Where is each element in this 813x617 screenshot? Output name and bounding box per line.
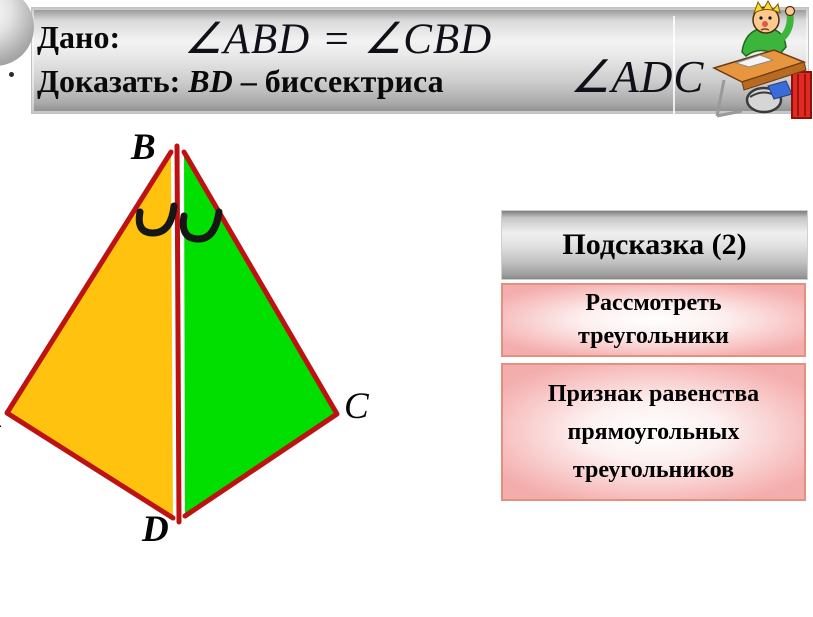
prove-segment: BD bbox=[188, 63, 233, 99]
boy-nose bbox=[762, 21, 768, 27]
red-schoolbag bbox=[791, 71, 812, 119]
prove-text: – биссектриса bbox=[240, 63, 444, 99]
schoolbag-lines bbox=[797, 74, 806, 116]
edge-bcd bbox=[181, 149, 340, 519]
geometry-figure bbox=[4, 143, 340, 525]
header-seam bbox=[673, 16, 675, 119]
prove-label: Доказать: bbox=[37, 63, 181, 99]
edge-bad bbox=[4, 149, 176, 521]
hint-title-button[interactable]: Подсказка (2) bbox=[501, 210, 808, 280]
hint-title-label: Подсказка (2) bbox=[562, 228, 747, 261]
boy-eye-left bbox=[759, 16, 763, 20]
vertex-label-d: D bbox=[142, 509, 169, 550]
vertex-label-b: B bbox=[131, 127, 156, 168]
angle-marks bbox=[135, 202, 223, 243]
boy-hair bbox=[753, 0, 781, 15]
hint-line: треугольники bbox=[578, 323, 729, 349]
triangle-edges bbox=[4, 143, 340, 525]
prove-line: Доказать: BD – биссектриса bbox=[37, 63, 444, 100]
angle-mark-cbd bbox=[179, 208, 223, 243]
sphere-dot bbox=[9, 72, 14, 77]
boy-eye-right bbox=[768, 16, 772, 20]
vertex-label-a: A bbox=[0, 394, 3, 437]
boy-arm bbox=[776, 10, 794, 44]
sphere-decoration bbox=[0, 0, 34, 66]
given-formula: ∠ABD = ∠CBD bbox=[184, 16, 493, 63]
angle-mark-abd bbox=[135, 202, 178, 237]
hint-line: прямоугольных bbox=[567, 419, 740, 445]
hint-button-consider-triangles[interactable]: Рассмотреть треугольники bbox=[501, 283, 806, 357]
desk-edge bbox=[741, 61, 807, 91]
student-clipart-icon bbox=[712, 0, 812, 119]
header-box bbox=[31, 7, 809, 119]
given-label: Дано: bbox=[37, 19, 121, 55]
triangle-abd bbox=[7, 152, 173, 518]
hint-line: треугольников bbox=[572, 457, 735, 483]
boy-mouth bbox=[760, 28, 770, 31]
triangle-cbd bbox=[184, 152, 337, 516]
vertex-label-c: C bbox=[344, 386, 369, 427]
hint-line: Рассмотреть bbox=[585, 290, 722, 316]
boy-hand bbox=[784, 5, 796, 17]
bisector-bd bbox=[174, 143, 182, 525]
hint-button-right-triangle-criterion[interactable]: Признак равенства прямоугольных треуголь… bbox=[501, 363, 806, 501]
prove-angle: ∠ADC bbox=[570, 52, 705, 102]
hint-line: Признак равенства bbox=[547, 381, 760, 407]
paper-on-desk bbox=[734, 54, 775, 68]
